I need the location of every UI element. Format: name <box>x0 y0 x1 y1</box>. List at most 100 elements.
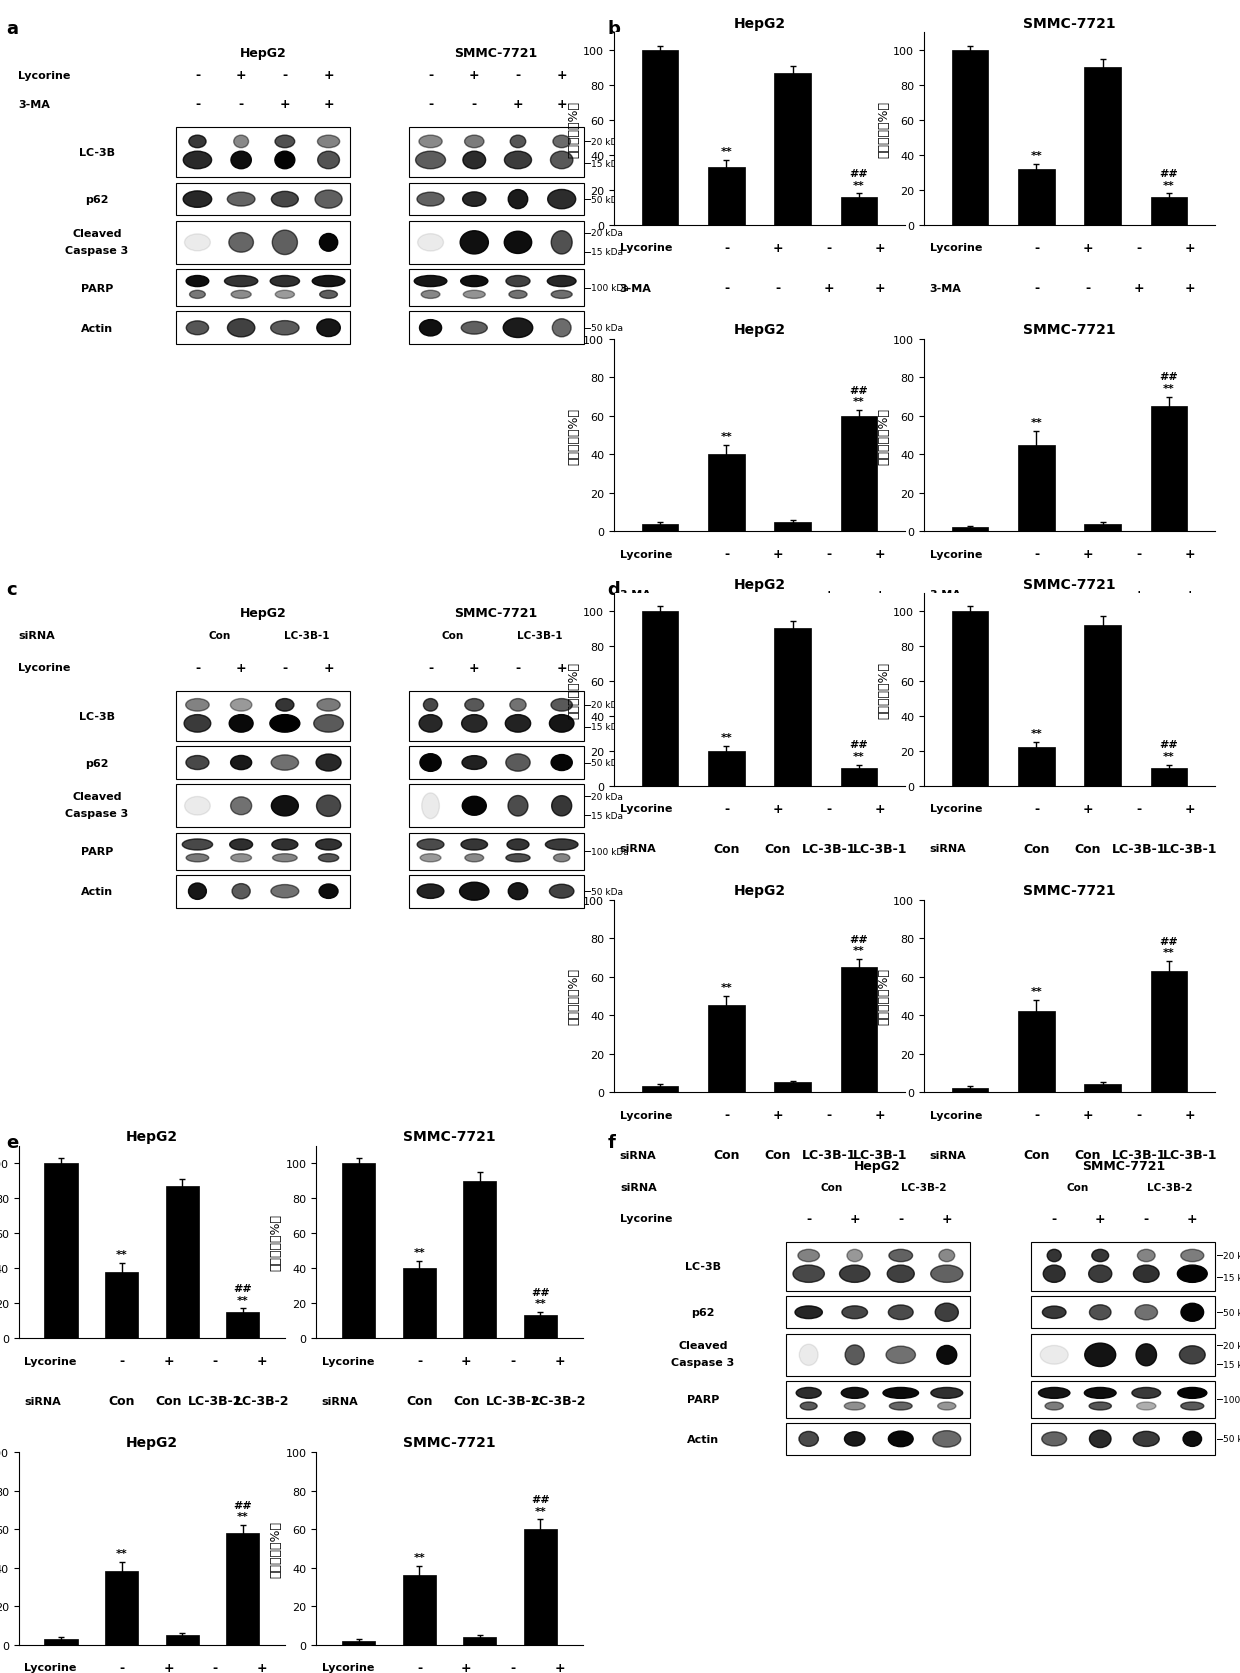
Text: 3-MA: 3-MA <box>19 100 50 110</box>
Ellipse shape <box>465 699 484 711</box>
Y-axis label: 细胞凋亡（%）: 细胞凋亡（%） <box>270 1519 283 1578</box>
Bar <box>176 313 351 345</box>
Ellipse shape <box>320 234 337 253</box>
Text: Caspase 3: Caspase 3 <box>671 1357 734 1367</box>
Text: Lycorine: Lycorine <box>620 1109 672 1119</box>
Ellipse shape <box>1133 1265 1159 1283</box>
Ellipse shape <box>317 320 340 338</box>
Text: Lycorine: Lycorine <box>24 1355 77 1365</box>
Ellipse shape <box>184 152 212 169</box>
Text: LC-3B-1: LC-3B-1 <box>1111 843 1166 855</box>
Text: siRNA: siRNA <box>620 1183 657 1193</box>
Ellipse shape <box>184 192 212 207</box>
Ellipse shape <box>1137 1250 1156 1261</box>
Text: -: - <box>195 99 200 110</box>
Ellipse shape <box>422 793 439 820</box>
Text: PARP: PARP <box>687 1395 719 1405</box>
Text: LC-3B-2: LC-3B-2 <box>1147 1183 1192 1193</box>
Ellipse shape <box>549 885 574 898</box>
Text: **: ** <box>720 147 733 157</box>
Ellipse shape <box>1136 1343 1157 1365</box>
Ellipse shape <box>465 136 484 149</box>
Text: LC-3B-1: LC-3B-1 <box>852 843 906 855</box>
Text: -: - <box>510 1355 516 1367</box>
Text: siRNA: siRNA <box>321 1395 358 1405</box>
Text: -: - <box>724 549 729 560</box>
Text: 20 kDa: 20 kDa <box>591 793 622 801</box>
Ellipse shape <box>889 1250 913 1261</box>
Text: Con: Con <box>1066 1183 1089 1193</box>
Ellipse shape <box>889 1402 913 1410</box>
Text: LC-3B-2: LC-3B-2 <box>532 1395 587 1407</box>
Bar <box>1085 69 1121 226</box>
Ellipse shape <box>552 796 572 816</box>
Title: SMMC-7721: SMMC-7721 <box>403 1435 496 1449</box>
Bar <box>105 1271 139 1338</box>
Text: -: - <box>724 1109 729 1121</box>
Ellipse shape <box>937 1402 956 1410</box>
Ellipse shape <box>186 855 208 862</box>
Ellipse shape <box>461 840 487 850</box>
Bar <box>409 221 584 264</box>
Text: **: ** <box>1163 383 1174 393</box>
Text: HepG2: HepG2 <box>854 1159 901 1173</box>
Bar <box>1018 1012 1054 1092</box>
Text: SMMC-7721: SMMC-7721 <box>455 47 538 60</box>
Text: siRNA: siRNA <box>930 843 966 853</box>
Text: ##: ## <box>233 1501 252 1509</box>
Y-axis label: 细胞活力（%）: 细胞活力（%） <box>567 100 580 159</box>
Ellipse shape <box>270 714 300 733</box>
Text: **: ** <box>413 1553 425 1563</box>
Text: Lycorine: Lycorine <box>19 663 71 673</box>
Text: SMMC-7721: SMMC-7721 <box>1081 1159 1164 1173</box>
Bar <box>176 875 351 908</box>
Text: a: a <box>6 20 19 38</box>
Text: siRNA: siRNA <box>19 631 55 641</box>
Ellipse shape <box>185 796 211 815</box>
Text: ##: ## <box>1159 739 1178 750</box>
Text: +: + <box>1184 1109 1195 1121</box>
Ellipse shape <box>316 755 341 771</box>
Bar <box>786 1241 970 1292</box>
Ellipse shape <box>419 714 441 733</box>
Text: -: - <box>1136 803 1141 815</box>
Ellipse shape <box>186 321 208 336</box>
Text: 50 kDa: 50 kDa <box>591 196 624 204</box>
Text: SMMC-7721: SMMC-7721 <box>455 607 538 621</box>
Ellipse shape <box>841 1387 868 1399</box>
Title: HepG2: HepG2 <box>125 1435 179 1449</box>
Text: -: - <box>1136 243 1141 254</box>
Ellipse shape <box>275 136 295 149</box>
Bar <box>409 875 584 908</box>
Text: ##: ## <box>233 1283 252 1293</box>
Text: 15 kDa: 15 kDa <box>591 723 624 733</box>
Bar <box>165 1635 198 1645</box>
Ellipse shape <box>936 1345 957 1365</box>
Bar <box>708 1005 744 1092</box>
Bar <box>1085 1084 1121 1092</box>
Ellipse shape <box>317 152 340 169</box>
Text: -: - <box>826 549 831 560</box>
Ellipse shape <box>417 840 444 850</box>
Text: -: - <box>806 1213 811 1225</box>
Bar <box>775 629 811 786</box>
Bar <box>1085 524 1121 532</box>
Ellipse shape <box>839 1265 870 1283</box>
Ellipse shape <box>1089 1402 1111 1410</box>
Ellipse shape <box>184 714 211 733</box>
Text: Lycorine: Lycorine <box>321 1355 374 1365</box>
Ellipse shape <box>420 855 441 862</box>
Ellipse shape <box>419 321 441 336</box>
Ellipse shape <box>320 291 337 299</box>
Text: **: ** <box>1030 729 1043 739</box>
Text: +: + <box>1133 589 1145 601</box>
Ellipse shape <box>551 152 573 169</box>
Text: -: - <box>724 243 729 254</box>
Text: Lycorine: Lycorine <box>24 1661 77 1671</box>
Bar <box>403 1576 436 1645</box>
Title: SMMC-7721: SMMC-7721 <box>1023 883 1116 897</box>
Ellipse shape <box>224 276 258 288</box>
Ellipse shape <box>460 231 489 254</box>
Text: siRNA: siRNA <box>620 1149 656 1159</box>
Ellipse shape <box>553 855 570 862</box>
